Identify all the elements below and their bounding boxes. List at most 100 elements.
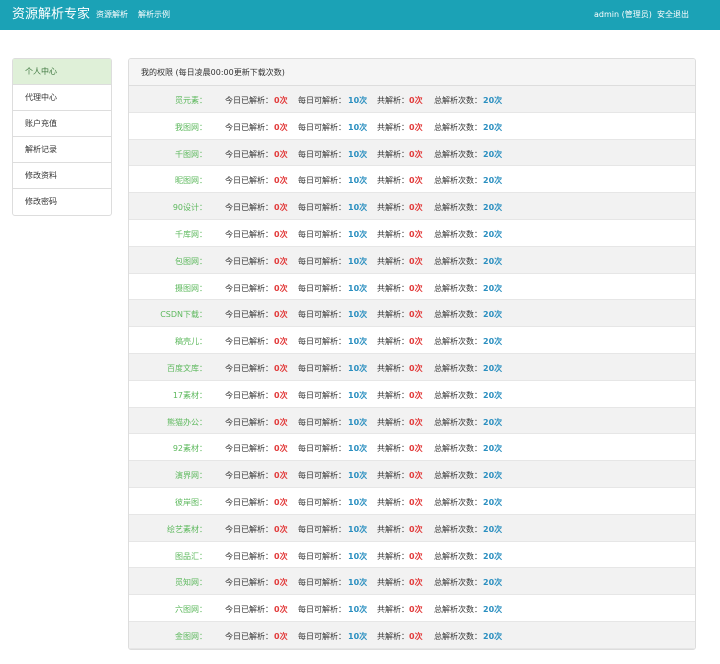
site-name: 稿壳儿： (175, 337, 207, 347)
quota-row: 17素材： 今日已解析： 0次 每日可解析： 10次 共解析： 0次 总解析次数： 20次 (129, 381, 695, 408)
quota-value: 0次 (274, 578, 288, 588)
quota-value: 0次 (274, 551, 288, 561)
quota-value: 10次 (348, 605, 368, 615)
quota-value: 20次 (483, 364, 503, 373)
quota-label: 共解析： (377, 578, 409, 588)
quota-value: 0次 (274, 122, 288, 132)
quota-value: 0次 (409, 498, 423, 507)
site-name: 我图网： (175, 122, 207, 132)
site-name: 摄图网： (175, 283, 207, 293)
quota-label: 今日已解析： (225, 524, 273, 534)
quota-row: 彼岸图： 今日已解析： 0次 每日可解析： 10次 共解析： 0次 总解析次数： 20次 (129, 488, 695, 515)
quota-label: 每日可解析： (298, 390, 346, 400)
quota-value: 0次 (409, 337, 423, 347)
quota-value: 0次 (409, 524, 423, 534)
quota-label: 共解析： (377, 256, 409, 266)
quota-label: 总解析次数： (434, 417, 482, 427)
quota-label: 每日可解析： (298, 230, 346, 239)
quota-label: 今日已解析： (225, 364, 273, 373)
quota-row: 稿壳儿： 今日已解析： 0次 每日可解析： 10次 共解析： 0次 总解析次数： 20次 (129, 327, 695, 354)
quota-value: 0次 (409, 471, 423, 481)
nav-link[interactable]: 解析示例 (138, 10, 170, 19)
quota-label: 总解析次数： (434, 256, 482, 266)
quota-value: 20次 (483, 471, 503, 481)
sidebar-item[interactable]: 修改资料 (13, 163, 111, 189)
quota-label: 今日已解析： (225, 310, 273, 320)
quota-value: 20次 (483, 417, 503, 427)
quota-label: 每日可解析： (298, 605, 346, 615)
quota-value: 20次 (483, 551, 503, 561)
quota-value: 10次 (348, 444, 368, 454)
site-name: 图品汇： (175, 551, 207, 561)
quota-value: 0次 (409, 96, 423, 105)
quota-value: 0次 (409, 390, 423, 400)
quota-value: 0次 (409, 203, 423, 213)
quota-value: 0次 (274, 417, 288, 427)
quota-value: 10次 (348, 471, 368, 481)
quota-label: 今日已解析： (225, 203, 273, 213)
quota-label: 每日可解析： (298, 96, 346, 105)
quota-value: 0次 (274, 498, 288, 507)
quota-label: 每日可解析： (298, 337, 346, 347)
user-menu[interactable]: admin (管理员) (594, 10, 652, 19)
quota-label: 总解析次数： (434, 444, 482, 454)
sidebar-item[interactable]: 个人中心 (13, 59, 111, 85)
quota-label: 总解析次数： (434, 498, 482, 507)
quota-label: 共解析： (377, 390, 409, 400)
quota-value: 0次 (409, 417, 423, 427)
quota-value: 0次 (409, 364, 423, 373)
brand[interactable]: 资源解析专家 (12, 7, 91, 22)
panel-title: 我的权限 (每日凌晨00:00更新下载次数) (129, 59, 695, 86)
quota-value: 20次 (483, 390, 503, 400)
quota-value: 10次 (348, 337, 368, 347)
quota-value: 0次 (274, 524, 288, 534)
quota-value: 0次 (409, 256, 423, 266)
quota-label: 每日可解析： (298, 149, 346, 159)
top-bar: 资源解析专家 资源解析 解析示例 admin (管理员) 安全退出 (0, 0, 720, 30)
quota-row: 百度文库： 今日已解析： 0次 每日可解析： 10次 共解析： 0次 总解析次数： 20次 (129, 354, 695, 381)
quota-value: 0次 (409, 310, 423, 320)
quota-label: 每日可解析： (298, 498, 346, 507)
sidebar-item[interactable]: 解析记录 (13, 137, 111, 163)
quota-label: 共解析： (377, 471, 409, 481)
quota-value: 0次 (274, 632, 288, 641)
quota-value: 0次 (409, 605, 423, 615)
quota-value: 20次 (483, 578, 503, 588)
quota-label: 共解析： (377, 337, 409, 347)
quota-label: 今日已解析： (225, 417, 273, 427)
quota-row: CSDN下载： 今日已解析： 0次 每日可解析： 10次 共解析： 0次 总解析次数： 20次 (129, 300, 695, 328)
sidebar-item[interactable]: 修改密码 (25, 197, 57, 206)
quota-value: 20次 (483, 203, 503, 213)
site-name: 92素材： (172, 444, 207, 454)
quota-value: 0次 (409, 176, 423, 186)
quota-value: 0次 (274, 283, 288, 293)
quota-label: 共解析： (377, 498, 409, 507)
quota-label: 总解析次数： (434, 230, 482, 239)
quota-label: 共解析： (377, 632, 409, 641)
site-name: 百度文库： (167, 364, 207, 373)
quota-label: 每日可解析： (298, 122, 346, 132)
quota-value: 10次 (348, 417, 368, 427)
quota-label: 每日可解析： (298, 471, 346, 481)
quota-value: 0次 (274, 96, 288, 105)
sidebar: 个人中心 代理中心 账户充值 解析记录 修改资料修改密码 (12, 58, 112, 216)
quota-value: 10次 (348, 149, 368, 159)
sidebar-item[interactable]: 代理中心 (13, 85, 111, 111)
panel: 我的权限 (每日凌晨00:00更新下载次数) 觅元素： 今日已解析： 0次 每日可解析… (128, 58, 696, 650)
quota-label: 今日已解析： (225, 390, 273, 400)
quota-label: 总解析次数： (434, 96, 482, 105)
logout[interactable]: 安全退出 (657, 10, 689, 19)
quota-label: 总解析次数： (434, 122, 482, 132)
quota-label: 共解析： (377, 444, 409, 454)
nav-link[interactable]: 资源解析 (96, 10, 128, 19)
quota-label: 今日已解析： (225, 578, 273, 588)
quota-label: 总解析次数： (434, 578, 482, 588)
quota-value: 0次 (274, 203, 288, 213)
quota-label: 每日可解析： (298, 632, 346, 641)
site-name: 彼岸图： (175, 498, 207, 507)
quota-row: 90设计： 今日已解析： 0次 每日可解析： 10次 共解析： 0次 总解析次数： 20次 (129, 193, 695, 220)
quota-value: 0次 (274, 230, 288, 239)
sidebar-item[interactable]: 账户充值 (13, 111, 111, 137)
quota-label: 总解析次数： (434, 310, 482, 320)
